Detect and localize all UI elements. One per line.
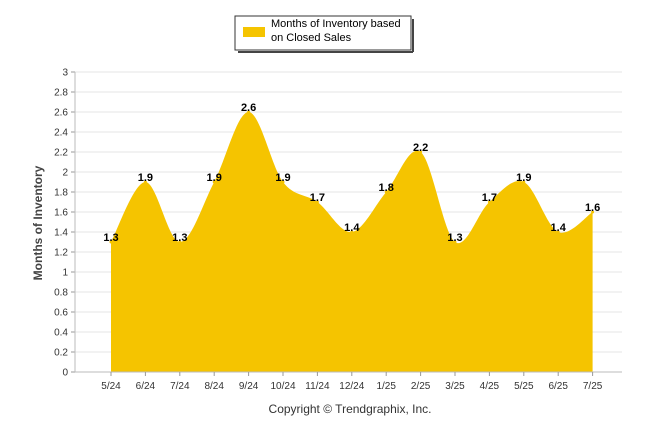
x-tick-label: 2/25 <box>411 381 431 392</box>
x-tick-label: 7/25 <box>583 381 603 392</box>
area-fill <box>111 112 593 372</box>
data-label: 1.3 <box>172 232 187 244</box>
y-tick-label: 0.8 <box>54 288 68 299</box>
x-tick-label: 6/25 <box>548 381 568 392</box>
data-label: 1.9 <box>275 172 290 184</box>
data-point <box>419 150 423 154</box>
y-tick-label: 2 <box>62 168 68 179</box>
y-tick-label: 2.4 <box>54 128 68 139</box>
data-point <box>350 230 354 234</box>
data-label: 1.3 <box>103 232 118 244</box>
data-point <box>212 180 216 184</box>
data-label: 1.9 <box>207 172 222 184</box>
y-tick-label: 1.6 <box>54 208 68 219</box>
legend: Months of Inventory based on Closed Sale… <box>234 15 414 53</box>
data-point <box>453 240 457 244</box>
data-label: 1.9 <box>516 172 531 184</box>
y-tick-label: 3 <box>62 68 68 79</box>
data-label: 1.4 <box>344 222 360 234</box>
data-point <box>487 200 491 204</box>
y-tick-label: 1.2 <box>54 248 68 259</box>
x-tick-label: 10/24 <box>270 381 295 392</box>
data-labels: 1.3 1.9 1.3 1.9 2.6 1.9 1.7 1.4 1.8 2.2 1.3 1.7 1.9 1… <box>103 102 600 244</box>
area-series <box>75 110 622 373</box>
y-tick-label: 0.4 <box>54 328 68 339</box>
data-label: 1.3 <box>447 232 462 244</box>
y-tick-label: 2.2 <box>54 148 68 159</box>
data-point <box>281 180 285 184</box>
data-point <box>143 180 147 184</box>
x-tick-label: 1/25 <box>376 381 396 392</box>
data-label: 1.9 <box>138 172 153 184</box>
data-point <box>247 110 251 114</box>
data-label: 1.8 <box>379 182 394 194</box>
data-point <box>384 190 388 194</box>
y-tick-label: 1.8 <box>54 188 68 199</box>
x-tick-label: 5/25 <box>514 381 534 392</box>
y-tick-label: 0 <box>62 368 68 379</box>
x-tick-label: 5/24 <box>101 381 121 392</box>
y-axis-ticks: 0 0.2 0.4 0.6 0.8 1 1.2 1.4 1.6 1.8 2 2.2 2.4 2.6 2.8 3 <box>54 68 76 379</box>
data-point <box>591 210 595 214</box>
x-tick-label: 6/24 <box>136 381 156 392</box>
data-label: 2.6 <box>241 102 256 114</box>
x-axis-ticks: 5/24 6/24 7/24 8/24 9/24 10/24 11/24 12/24 1/25 2… <box>101 372 603 392</box>
legend-label-line1: Months of Inventory based <box>271 18 401 30</box>
data-point <box>315 200 319 204</box>
x-tick-label: 7/24 <box>170 381 190 392</box>
legend-label-line2: on Closed Sales <box>271 32 352 44</box>
y-tick-label: 1 <box>62 268 68 279</box>
y-tick-label: 0.2 <box>54 348 68 359</box>
x-tick-label: 11/24 <box>305 381 330 392</box>
x-tick-label: 3/25 <box>445 381 465 392</box>
x-tick-label: 12/24 <box>339 381 364 392</box>
x-tick-label: 8/24 <box>204 381 224 392</box>
data-label: 1.7 <box>310 192 325 204</box>
data-label: 1.7 <box>482 192 497 204</box>
y-tick-label: 0.6 <box>54 308 68 319</box>
data-point <box>556 230 560 234</box>
data-label: 2.2 <box>413 142 428 154</box>
data-point <box>109 240 113 244</box>
x-tick-label: 4/25 <box>480 381 500 392</box>
data-label: 1.4 <box>551 222 567 234</box>
y-tick-label: 2.8 <box>54 88 68 99</box>
data-label: 1.6 <box>585 202 600 214</box>
x-tick-label: 9/24 <box>239 381 259 392</box>
y-tick-label: 1.4 <box>54 228 68 239</box>
y-axis-title: Months of Inventory <box>31 165 45 280</box>
data-point <box>178 240 182 244</box>
legend-swatch <box>243 27 265 37</box>
copyright-text: Copyright © Trendgraphix, Inc. <box>269 402 432 416</box>
data-point <box>522 180 526 184</box>
y-tick-label: 2.6 <box>54 108 68 119</box>
